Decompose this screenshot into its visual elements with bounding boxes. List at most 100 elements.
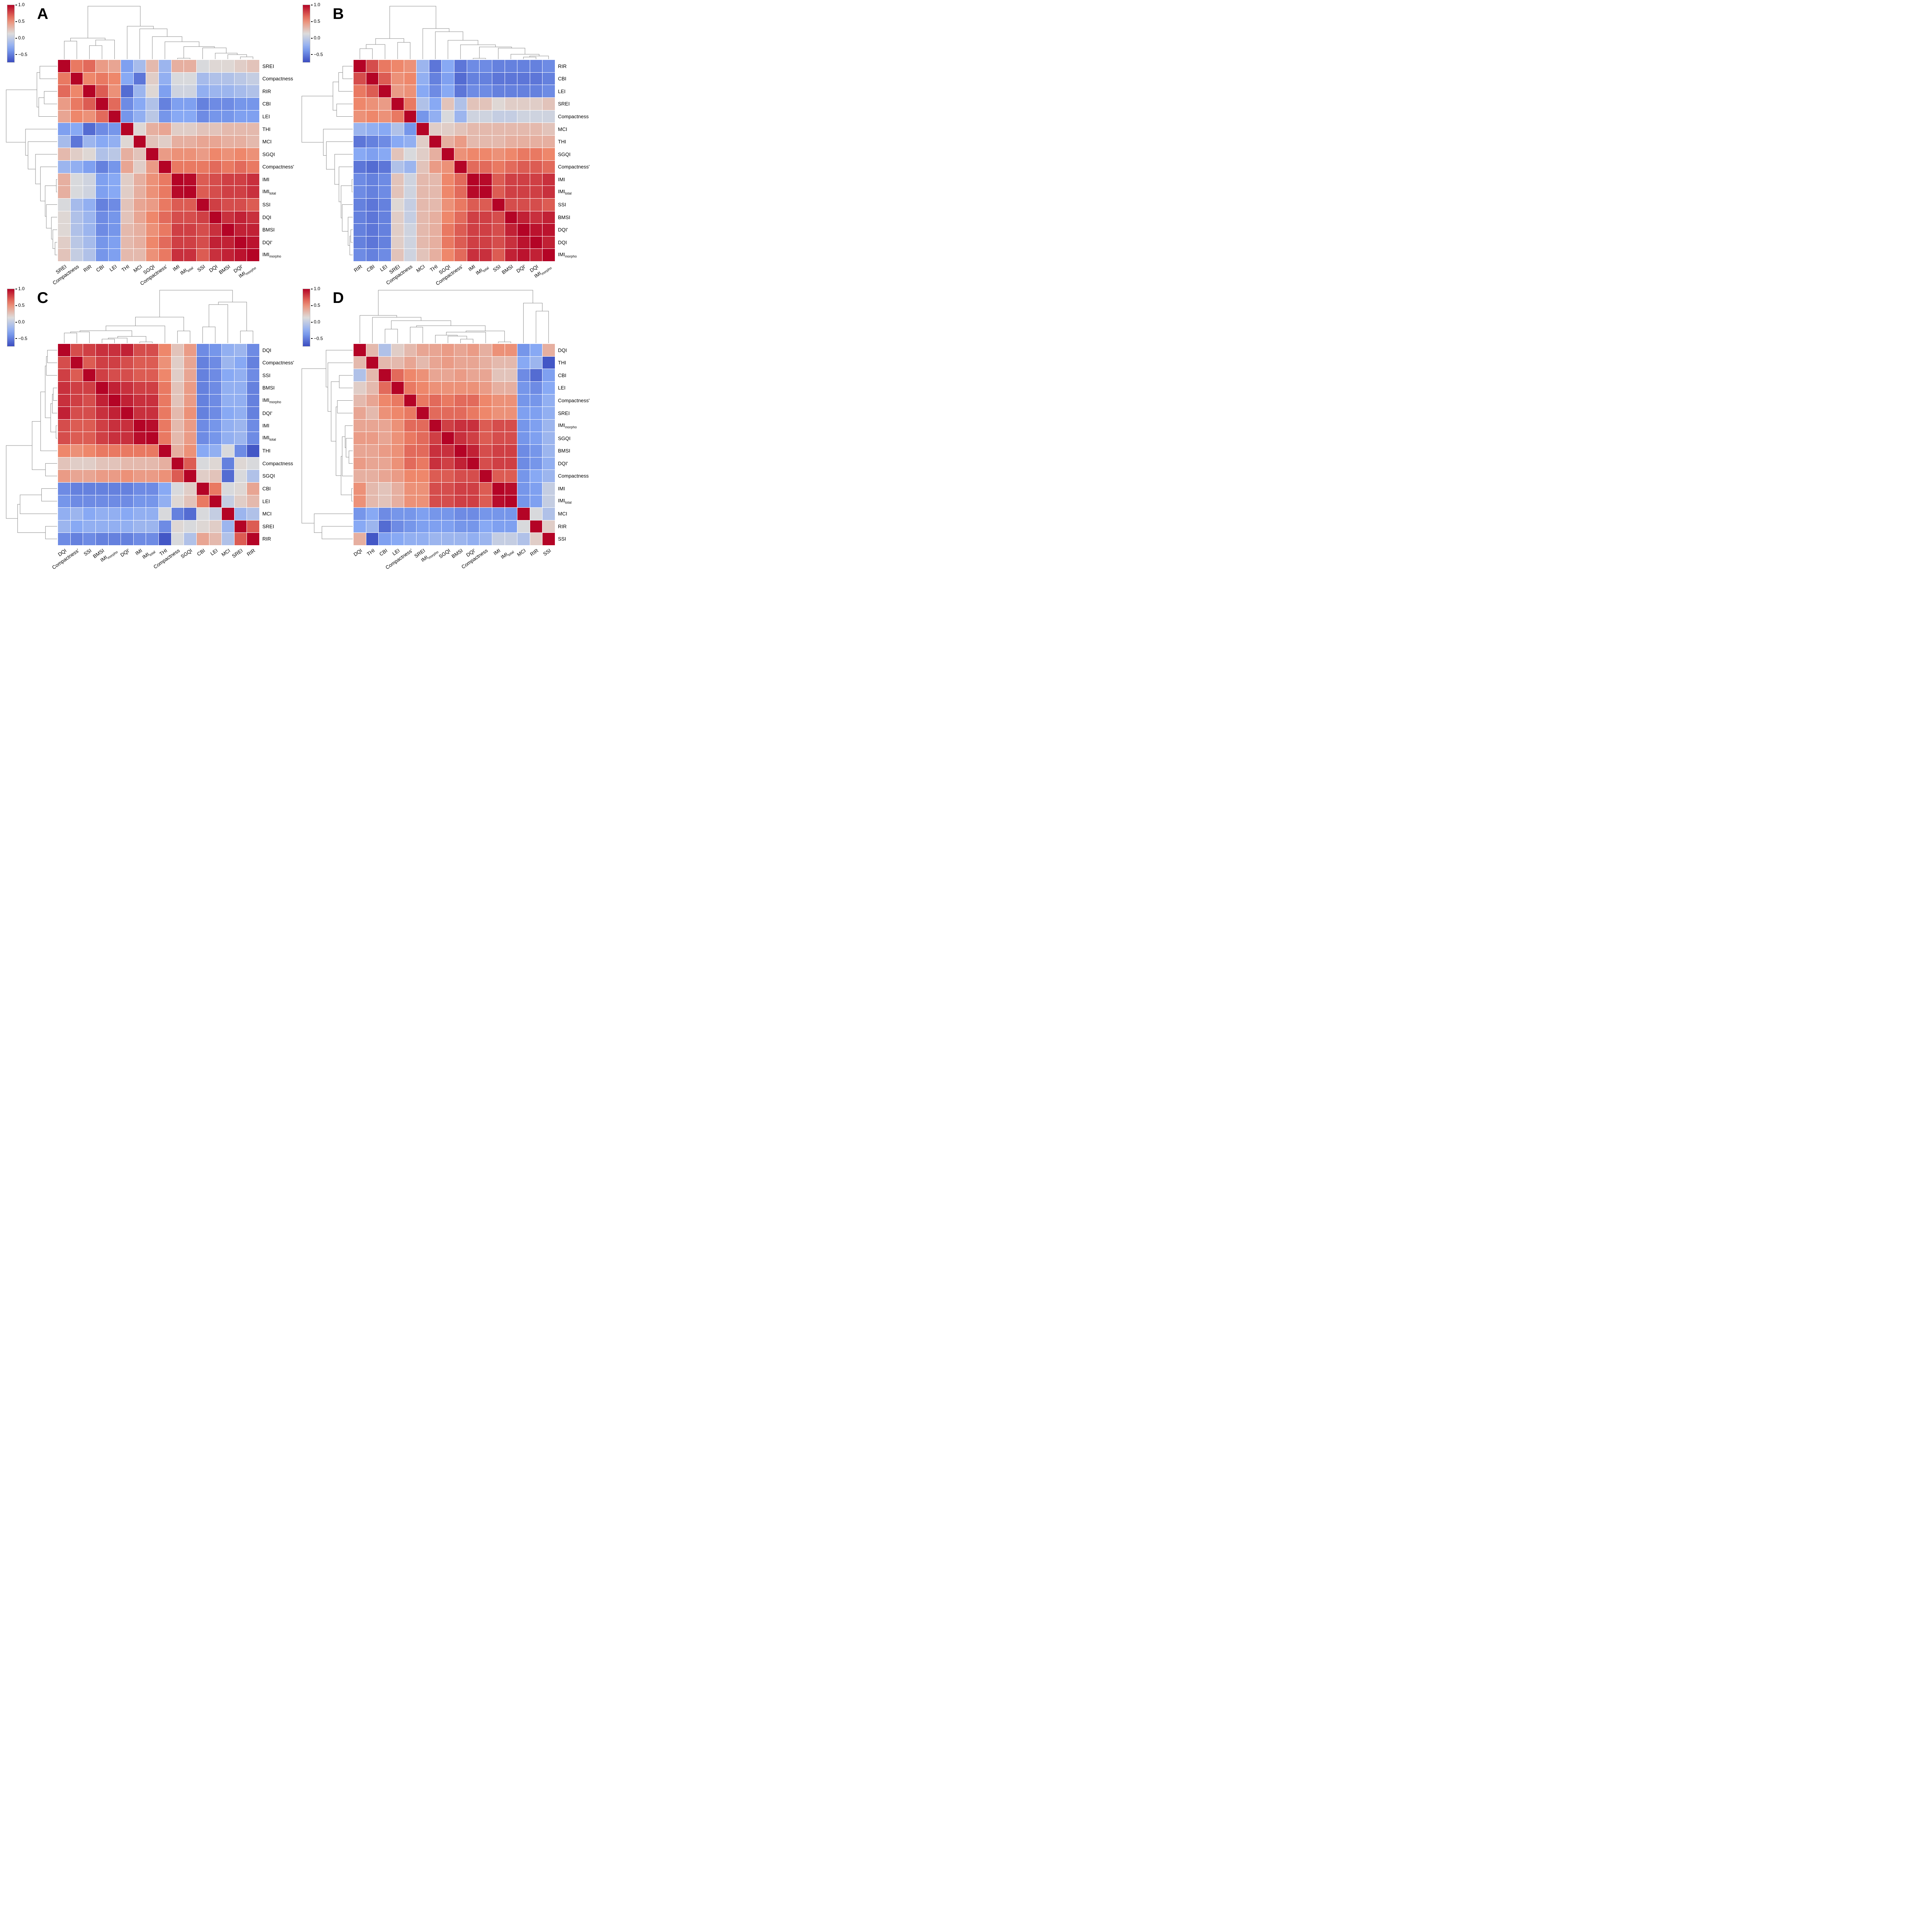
heatmap-cell	[404, 97, 417, 110]
heatmap-cell	[454, 173, 467, 186]
heatmap-cell	[530, 520, 543, 533]
heatmap-cell	[234, 97, 247, 110]
heatmap-cell	[391, 457, 404, 470]
heatmap-cell	[480, 394, 492, 407]
heatmap-cell	[517, 344, 530, 356]
colorbar-tick-mark	[15, 21, 17, 22]
heatmap-cell	[492, 198, 505, 211]
heatmap-cell	[121, 85, 133, 97]
col-label: CBI	[366, 264, 376, 273]
colorbar-tick-label: −0.5	[311, 336, 323, 341]
heatmap-cell	[95, 85, 108, 97]
heatmap-cell	[379, 135, 391, 148]
heatmap-cell	[517, 249, 530, 261]
heatmap-cell	[467, 508, 480, 520]
heatmap-cell	[391, 381, 404, 394]
row-label: SGQI	[262, 473, 275, 479]
heatmap-cell	[222, 97, 234, 110]
row-label: RIR	[558, 63, 567, 69]
heatmap-cell	[429, 60, 442, 72]
heatmap-cell	[159, 419, 171, 432]
row-label: IMI	[262, 423, 270, 429]
heatmap-cell	[209, 470, 222, 482]
heatmap-cell	[184, 97, 196, 110]
heatmap-cell	[417, 161, 429, 173]
heatmap-cell	[492, 85, 505, 97]
heatmap-cell	[429, 432, 442, 444]
heatmap-cell	[354, 432, 366, 444]
dendrogram-link	[20, 495, 57, 514]
heatmap-cell	[58, 407, 70, 419]
heatmap-cell	[467, 369, 480, 381]
heatmap-cell	[95, 432, 108, 444]
dendrogram-link	[240, 56, 253, 59]
heatmap-cell	[391, 369, 404, 381]
heatmap-cell	[454, 407, 467, 419]
heatmap-cell	[492, 369, 505, 381]
heatmap-cell	[108, 72, 121, 85]
heatmap-cell	[70, 161, 83, 173]
dendrogram-link	[240, 331, 253, 343]
heatmap-cell	[429, 407, 442, 419]
heatmap-cell	[196, 457, 209, 470]
dendrogram-link	[326, 350, 353, 388]
heatmap-cell	[530, 470, 543, 482]
heatmap-cell	[146, 186, 158, 198]
heatmap-cell	[184, 186, 196, 198]
heatmap-cell	[417, 407, 429, 419]
row-label: SSI	[262, 201, 270, 207]
heatmap-cell	[108, 457, 121, 470]
heatmap-cell	[366, 249, 379, 261]
dendrogram-link	[35, 154, 57, 184]
heatmap-cell	[467, 381, 480, 394]
heatmap-cell	[454, 369, 467, 381]
heatmap-cell	[209, 495, 222, 508]
heatmap-cell	[366, 85, 379, 97]
panel-letter: A	[37, 5, 48, 22]
heatmap-cell	[222, 369, 234, 381]
dendrogram-link	[345, 425, 353, 448]
dendrogram-link	[202, 48, 227, 59]
heatmap-cell	[429, 161, 442, 173]
heatmap-cell	[108, 495, 121, 508]
dendrogram-link	[349, 236, 353, 255]
col-label: LEI	[209, 548, 219, 557]
heatmap-cell	[530, 135, 543, 148]
heatmap-cell	[429, 457, 442, 470]
heatmap-cell	[442, 186, 454, 198]
heatmap-cell	[379, 249, 391, 261]
heatmap-cell	[95, 520, 108, 533]
heatmap-cell	[171, 211, 184, 224]
top-dendrogram	[64, 290, 253, 343]
dendrogram-link	[54, 242, 57, 255]
heatmap-cell	[404, 148, 417, 160]
heatmap-cell	[505, 123, 517, 135]
heatmap-cell	[417, 135, 429, 148]
heatmap-cell	[146, 224, 158, 236]
heatmap-cell	[83, 356, 95, 369]
heatmap-cell	[108, 394, 121, 407]
heatmap-cell	[517, 482, 530, 495]
heatmap-cell	[133, 60, 146, 72]
heatmap-cell	[108, 407, 121, 419]
heatmap-cell	[366, 495, 379, 508]
dendrogram-link	[40, 391, 57, 451]
dendrogram-link	[350, 230, 353, 243]
heatmap-cell	[171, 123, 184, 135]
heatmap-cell	[442, 249, 454, 261]
heatmap-cell	[391, 148, 404, 160]
heatmap-cell	[209, 249, 222, 261]
heatmap-cell	[58, 470, 70, 482]
heatmap-cell	[530, 495, 543, 508]
heatmap-cell	[467, 394, 480, 407]
dendrogram-link	[523, 303, 543, 343]
heatmap-cell	[171, 148, 184, 160]
heatmap-cell	[83, 110, 95, 123]
heatmap-cell	[492, 470, 505, 482]
heatmap-cell	[108, 356, 121, 369]
heatmap-cell	[159, 520, 171, 533]
colorbar-ticks: 1.0 0.5 0.0 −0.5	[15, 286, 33, 347]
heatmap-cell	[70, 369, 83, 381]
heatmap-cell	[517, 369, 530, 381]
heatmap-cell	[442, 236, 454, 249]
